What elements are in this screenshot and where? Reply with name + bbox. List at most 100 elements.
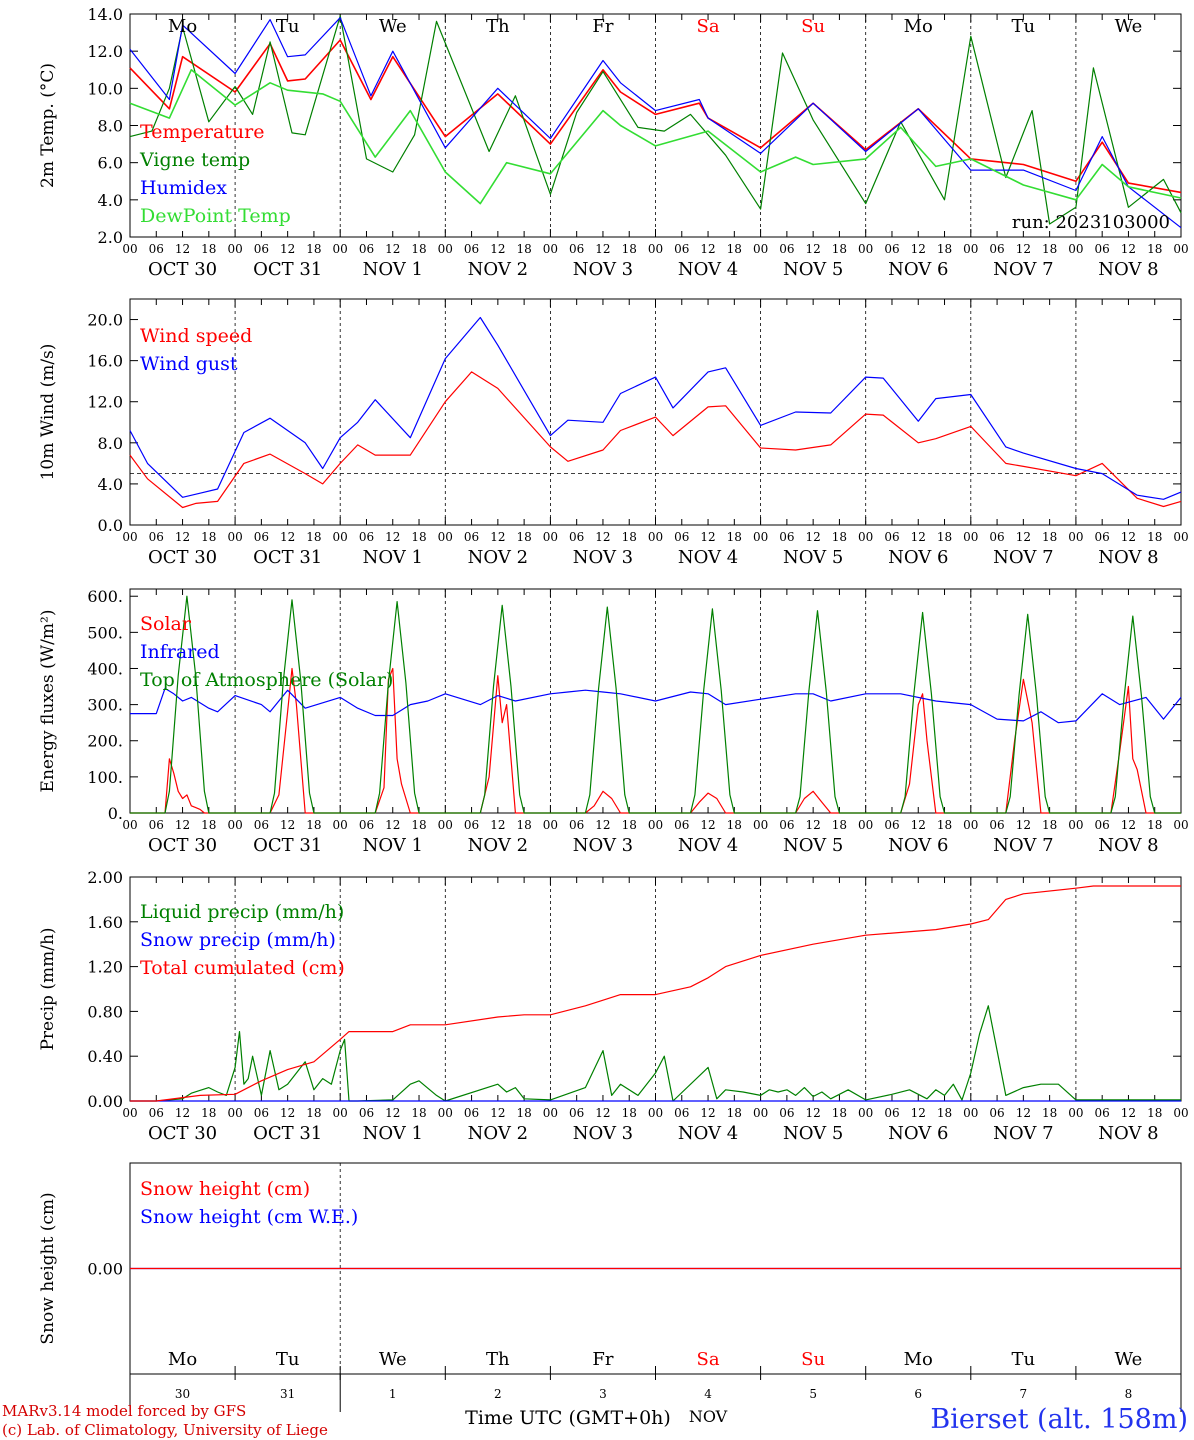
date-label: OCT 30 <box>148 1123 217 1144</box>
hour-tick-label: 00 <box>333 242 348 256</box>
station-label: Bierset (alt. 158m) <box>930 1404 1188 1435</box>
hour-tick-label: 00 <box>1068 530 1083 544</box>
hour-tick-label: 18 <box>937 818 952 832</box>
hour-tick-label: 06 <box>779 1106 794 1120</box>
hour-tick-label: 12 <box>806 242 821 256</box>
date-label: NOV 2 <box>468 1123 528 1144</box>
date-label: OCT 30 <box>148 547 217 568</box>
day-name-top: Mo <box>904 16 933 37</box>
series-line-dewpoint-temp <box>129 69 1182 205</box>
day-number-label: 2 <box>494 1387 502 1401</box>
hour-tick-label: 18 <box>201 818 216 832</box>
y-tick-label: 600. <box>87 587 123 606</box>
date-label: NOV 7 <box>993 835 1053 856</box>
hour-tick-label: 18 <box>306 530 321 544</box>
hour-tick-label: 12 <box>595 1106 610 1120</box>
hour-tick-label: 12 <box>385 818 400 832</box>
hour-tick-label: 18 <box>727 530 742 544</box>
hour-tick-label: 00 <box>122 818 137 832</box>
hour-tick-label: 12 <box>1121 530 1136 544</box>
hour-tick-label: 18 <box>411 1106 426 1120</box>
y-tick-label: 1.60 <box>87 913 123 932</box>
hour-tick-label: 00 <box>753 818 768 832</box>
hour-tick-label: 06 <box>674 818 689 832</box>
day-name-bottom: Mo <box>168 1349 197 1370</box>
hour-tick-label: 06 <box>779 530 794 544</box>
day-name-top: Fr <box>592 16 613 37</box>
hour-tick-label: 06 <box>149 530 164 544</box>
hour-tick-label: 12 <box>280 1106 295 1120</box>
model-credit: MARv3.14 model forced by GFS (c) Lab. of… <box>2 1402 328 1440</box>
hour-tick-label: 12 <box>1016 818 1031 832</box>
y-tick-label: 2.0 <box>98 228 123 247</box>
y-tick-label: 100. <box>87 768 123 787</box>
hour-tick-label: 12 <box>175 242 190 256</box>
hour-tick-label: 00 <box>648 242 663 256</box>
day-number-label: 7 <box>1020 1387 1028 1401</box>
day-name-bottom: Tu <box>276 1349 300 1370</box>
date-label: NOV 8 <box>1098 835 1158 856</box>
legend-entry: Vigne temp <box>139 149 250 171</box>
legend-entry: Wind speed <box>140 325 252 347</box>
series-line-liquid-precip-mm-h <box>130 1005 1181 1102</box>
date-label: OCT 30 <box>148 835 217 856</box>
day-name-bottom: We <box>1115 1349 1143 1370</box>
y-axis-label: Snow height (cm) <box>38 1192 58 1344</box>
date-label: NOV 7 <box>993 547 1053 568</box>
y-tick-label: 200. <box>87 732 123 751</box>
hour-tick-label: 18 <box>411 818 426 832</box>
date-label: OCT 31 <box>253 835 322 856</box>
day-number-label: 1 <box>389 1387 397 1401</box>
hour-tick-label: 00 <box>543 1106 558 1120</box>
y-tick-label: 12.0 <box>87 393 123 412</box>
hour-tick-label: 12 <box>1121 242 1136 256</box>
hour-tick-label: 18 <box>622 818 637 832</box>
hour-tick-label: 00 <box>122 242 137 256</box>
y-tick-label: 0.00 <box>87 1260 123 1279</box>
day-name-bottom: Fr <box>592 1349 613 1370</box>
date-label: NOV 8 <box>1098 259 1158 280</box>
hour-tick-label: 06 <box>1095 1106 1110 1120</box>
hour-tick-label: 12 <box>385 1106 400 1120</box>
y-tick-label: 12.0 <box>87 42 123 61</box>
hour-tick-label: 12 <box>1121 818 1136 832</box>
hour-tick-label: 12 <box>490 1106 505 1120</box>
hour-tick-label: 06 <box>1095 530 1110 544</box>
hour-tick-label: 12 <box>595 530 610 544</box>
hour-tick-label: 00 <box>1173 242 1188 256</box>
hour-tick-label: 06 <box>884 1106 899 1120</box>
series-line-temperature <box>129 39 1182 194</box>
date-label: OCT 31 <box>253 1123 322 1144</box>
hour-tick-label: 12 <box>911 1106 926 1120</box>
hour-tick-label: 00 <box>753 242 768 256</box>
day-name-top: We <box>1115 16 1143 37</box>
date-label: NOV 1 <box>363 1123 423 1144</box>
date-label: NOV 8 <box>1098 547 1158 568</box>
hour-tick-label: 12 <box>700 1106 715 1120</box>
hour-tick-label: 12 <box>1016 530 1031 544</box>
hour-tick-label: 12 <box>911 242 926 256</box>
hour-tick-label: 06 <box>989 818 1004 832</box>
hour-tick-label: 00 <box>227 242 242 256</box>
hour-tick-label: 12 <box>1121 1106 1136 1120</box>
y-axis-label: Energy fluxes (W/m²) <box>38 610 58 793</box>
hour-tick-label: 12 <box>175 1106 190 1120</box>
legend-entry: Total cumulated (cm) <box>140 957 345 979</box>
hour-tick-label: 00 <box>648 1106 663 1120</box>
legend-entry: Snow precip (mm/h) <box>140 929 336 951</box>
hour-tick-label: 00 <box>438 1106 453 1120</box>
y-tick-label: 10.0 <box>87 79 123 98</box>
panel-frame-temp <box>129 13 1182 238</box>
date-label: NOV 8 <box>1098 1123 1158 1144</box>
date-label: NOV 1 <box>363 547 423 568</box>
date-label: NOV 7 <box>993 259 1053 280</box>
time-axis-label: Time UTC (GMT+0h) <box>465 1407 671 1429</box>
y-tick-label: 500. <box>87 623 123 642</box>
hour-tick-label: 18 <box>201 242 216 256</box>
y-tick-label: 8.0 <box>98 434 123 453</box>
y-axis-label: 2m Temp. (°C) <box>38 63 58 188</box>
hour-tick-label: 12 <box>700 242 715 256</box>
hour-tick-label: 12 <box>595 818 610 832</box>
date-label: NOV 7 <box>993 1123 1053 1144</box>
hour-tick-label: 18 <box>201 530 216 544</box>
